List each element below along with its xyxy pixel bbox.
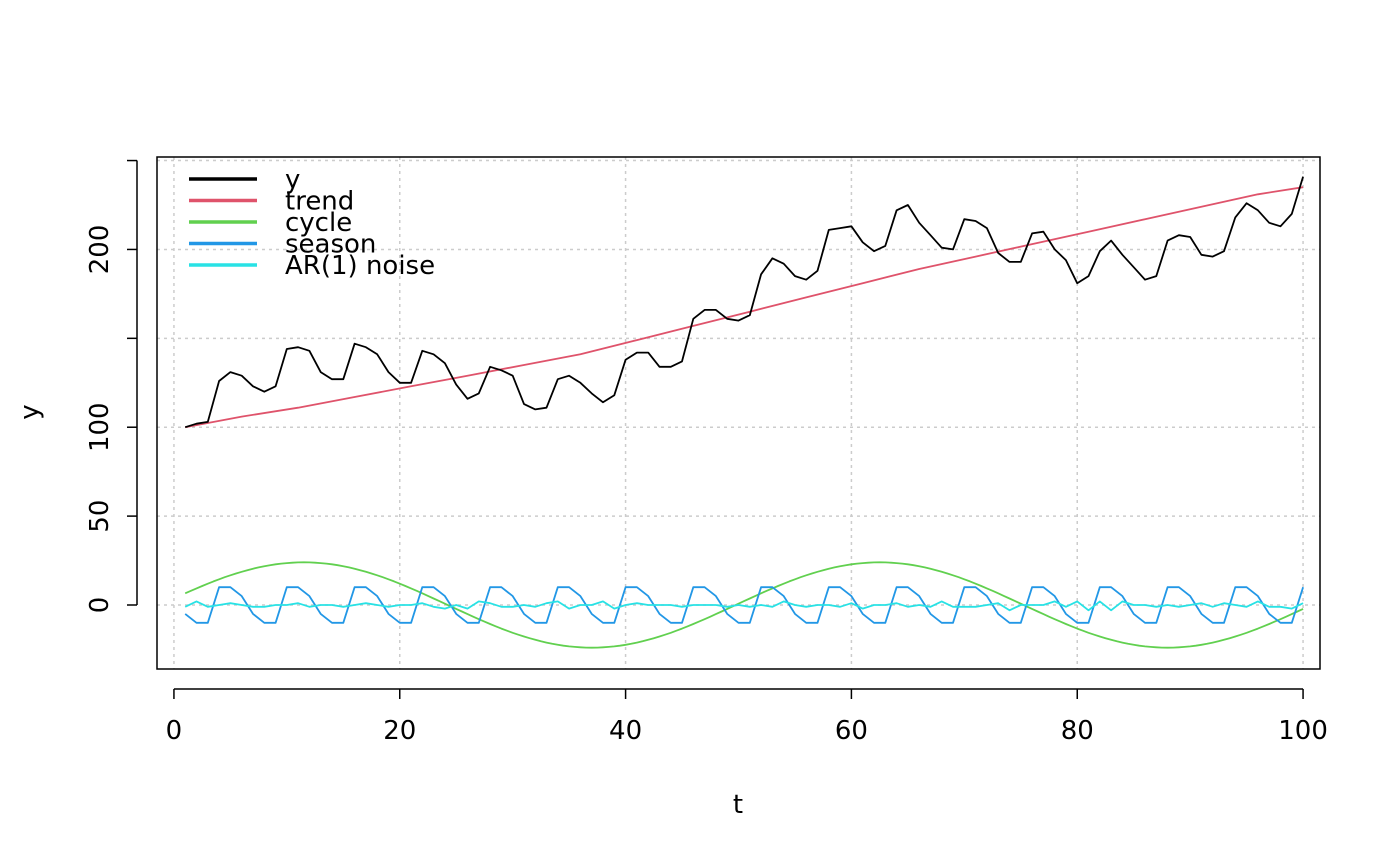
x-tick-label: 0 xyxy=(166,716,183,746)
y-tick-label: 0 xyxy=(85,597,115,614)
legend-label: y xyxy=(285,165,300,195)
legend-label: AR(1) noise xyxy=(285,251,435,281)
x-tick-label: 40 xyxy=(609,716,642,746)
legend-label: trend xyxy=(285,187,354,217)
y-axis: 0 50 100 200 xyxy=(85,159,138,614)
y-tick-label: 200 xyxy=(85,225,115,275)
plot-frame xyxy=(156,156,1321,670)
x-tick-label: 80 xyxy=(1061,716,1094,746)
x-tick-label: 60 xyxy=(835,716,868,746)
y-tick-label: 100 xyxy=(85,402,115,452)
y-axis-label: y xyxy=(15,404,45,419)
x-axis: 0 20 40 60 80 100 xyxy=(166,688,1328,746)
series-line-season xyxy=(184,586,1304,624)
x-tick-label: 100 xyxy=(1278,716,1328,746)
series-line-cycle xyxy=(184,561,1304,649)
legend-label: cycle xyxy=(285,208,352,238)
series-line-y xyxy=(184,176,1304,429)
x-axis-label: t xyxy=(733,790,743,820)
y-tick-label: 50 xyxy=(85,500,115,533)
series-line-ar-1-noise xyxy=(184,600,1304,612)
series-lines xyxy=(184,176,1304,649)
x-tick-label: 20 xyxy=(383,716,416,746)
legend-label: season xyxy=(285,230,376,260)
series-line-trend xyxy=(185,186,1304,429)
